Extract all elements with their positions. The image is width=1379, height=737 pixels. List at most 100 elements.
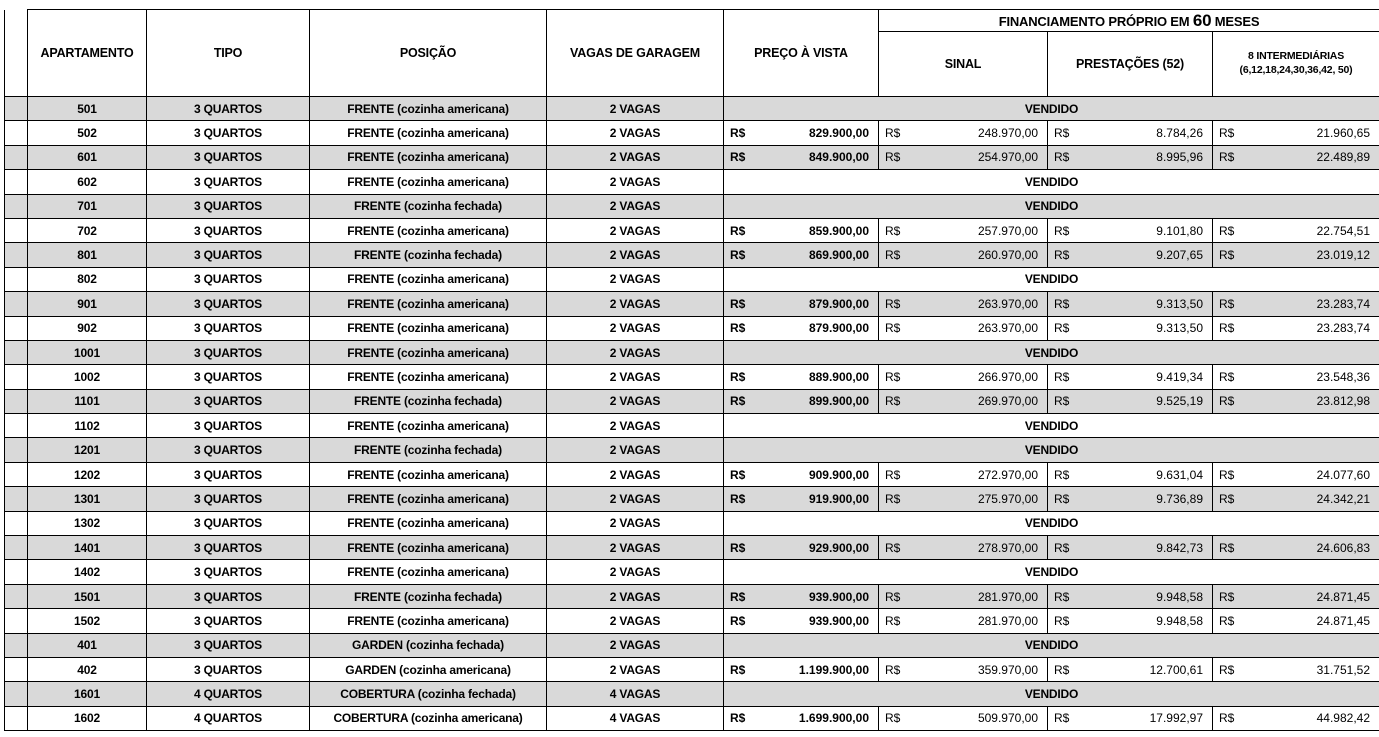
header-posicao: POSIÇÃO (309, 9, 547, 97)
row-gutter-cell (4, 583, 28, 610)
cell-tipo: 3 QUARTOS (146, 291, 310, 317)
cell-intermediarias: R$ 24.077,60 (1211, 461, 1379, 488)
cell-tipo: 3 QUARTOS (146, 608, 310, 634)
cell-tipo: 3 QUARTOS (146, 266, 310, 293)
cell-prestacoes: R$ 9.736,89 (1047, 486, 1213, 512)
amount: 281.970,00 (977, 613, 1038, 628)
cell-posicao: FRENTE (cozinha americana) (309, 535, 547, 561)
cell-apartamento: 402 (27, 656, 147, 683)
currency-symbol: R$ (1219, 662, 1235, 677)
cell-tipo: 3 QUARTOS (146, 535, 310, 561)
cell-tipo: 3 QUARTOS (146, 144, 310, 171)
cell-preco: R$ 939.900,00 (723, 583, 879, 610)
cell-tipo: 4 QUARTOS (146, 705, 310, 732)
currency-symbol: R$ (885, 491, 901, 506)
cell-tipo: 3 QUARTOS (146, 364, 310, 390)
amount: 1.699.900,00 (798, 711, 869, 726)
cell-prestacoes: R$ 8.995,96 (1047, 144, 1213, 171)
amount: 23.548,36 (1316, 369, 1371, 384)
row-gutter-cell (4, 95, 28, 122)
cell-sinal: R$ 275.970,00 (878, 486, 1048, 512)
cell-vagas: 2 VAGAS (546, 559, 724, 585)
amount: 889.900,00 (808, 369, 869, 384)
cell-preco: R$ 879.900,00 (723, 315, 879, 341)
currency-symbol: R$ (1054, 711, 1070, 726)
row-gutter-cell (4, 437, 28, 463)
cell-apartamento: 1401 (27, 535, 147, 561)
cell-tipo: 3 QUARTOS (146, 169, 310, 195)
currency-symbol: R$ (1219, 491, 1235, 506)
cell-vagas: 2 VAGAS (546, 120, 724, 146)
intermediarias-line2: (6,12,18,24,30,36,42, 50) (1239, 64, 1353, 76)
cell-posicao: FRENTE (cozinha americana) (309, 315, 547, 341)
amount: 21.960,65 (1316, 126, 1371, 141)
row-gutter-cell (4, 486, 28, 512)
amount: 24.606,83 (1316, 540, 1371, 555)
currency-symbol: R$ (730, 467, 746, 482)
currency-symbol: R$ (885, 467, 901, 482)
amount: 23.019,12 (1316, 248, 1371, 263)
currency-symbol: R$ (1219, 369, 1235, 384)
cell-vagas: 4 VAGAS (546, 681, 724, 707)
amount: 269.970,00 (977, 394, 1038, 409)
currency-symbol: R$ (885, 540, 901, 555)
row-gutter-cell (4, 608, 28, 634)
cell-posicao: FRENTE (cozinha americana) (309, 95, 547, 122)
cell-apartamento: 1202 (27, 461, 147, 488)
cell-vagas: 2 VAGAS (546, 193, 724, 219)
table-row: 801 3 QUARTOS FRENTE (cozinha fechada) 2 VA… (4, 242, 1379, 268)
cell-sinal: R$ 272.970,00 (878, 461, 1048, 488)
cell-posicao: FRENTE (cozinha americana) (309, 266, 547, 293)
cell-posicao: FRENTE (cozinha fechada) (309, 437, 547, 463)
currency-symbol: R$ (730, 126, 746, 141)
cell-sinal: R$ 269.970,00 (878, 388, 1048, 415)
cell-sinal: R$ 509.970,00 (878, 705, 1048, 732)
header-vagas: VAGAS DE GARAGEM (546, 9, 724, 97)
amount: 44.982,42 (1316, 711, 1371, 726)
cell-posicao: FRENTE (cozinha americana) (309, 364, 547, 390)
spreadsheet: APARTAMENTO TIPO POSIÇÃO VAGAS DE GARAGE… (4, 9, 1379, 732)
row-gutter-cell (4, 242, 28, 268)
cell-apartamento: 1201 (27, 437, 147, 463)
amount: 919.900,00 (808, 491, 869, 506)
amount: 263.970,00 (977, 296, 1038, 311)
amount: 829.900,00 (808, 126, 869, 141)
cell-vendido: VENDIDO (722, 95, 1379, 122)
cell-prestacoes: R$ 12.700,61 (1047, 656, 1213, 683)
cell-vagas: 2 VAGAS (546, 144, 724, 171)
cell-posicao: FRENTE (cozinha americana) (309, 339, 547, 366)
header-row-financing: APARTAMENTO TIPO POSIÇÃO VAGAS DE GARAGE… (4, 9, 1379, 97)
currency-symbol: R$ (1219, 150, 1235, 165)
cell-prestacoes: R$ 17.992,97 (1047, 705, 1213, 732)
table-row: 1001 3 QUARTOS FRENTE (cozinha americana) 2… (4, 339, 1379, 366)
currency-symbol: R$ (885, 711, 901, 726)
amount: 260.970,00 (977, 248, 1038, 263)
cell-vagas: 2 VAGAS (546, 388, 724, 415)
table-row: 1502 3 QUARTOS FRENTE (cozinha americana) 2… (4, 608, 1379, 634)
cell-apartamento: 1501 (27, 583, 147, 610)
cell-apartamento: 1101 (27, 388, 147, 415)
cell-vagas: 2 VAGAS (546, 364, 724, 390)
currency-symbol: R$ (1219, 613, 1235, 628)
cell-intermediarias: R$ 23.812,98 (1211, 388, 1379, 415)
cell-vagas: 2 VAGAS (546, 656, 724, 683)
price-table-body: 501 3 QUARTOS FRENTE (cozinha americana) 2 … (4, 95, 1379, 732)
cell-tipo: 3 QUARTOS (146, 559, 310, 585)
currency-symbol: R$ (1219, 589, 1235, 604)
currency-symbol: R$ (1054, 150, 1070, 165)
cell-apartamento: 1001 (27, 339, 147, 366)
cell-tipo: 3 QUARTOS (146, 437, 310, 463)
table-row: 1302 3 QUARTOS FRENTE (cozinha americana) 2… (4, 510, 1379, 537)
cell-preco: R$ 869.900,00 (723, 242, 879, 268)
cell-apartamento: 1302 (27, 510, 147, 537)
cell-tipo: 3 QUARTOS (146, 583, 310, 610)
cell-posicao: FRENTE (cozinha americana) (309, 144, 547, 171)
table-row: 1102 3 QUARTOS FRENTE (cozinha americana) 2… (4, 413, 1379, 439)
currency-symbol: R$ (730, 296, 746, 311)
amount: 24.077,60 (1316, 467, 1371, 482)
cell-preco: R$ 1.199.900,00 (723, 656, 879, 683)
amount: 9.842,73 (1156, 540, 1203, 555)
currency-symbol: R$ (1219, 126, 1235, 141)
cell-intermediarias: R$ 24.342,21 (1211, 486, 1379, 512)
header-intermediarias: 8 INTERMEDIÁRIAS (6,12,18,24,30,36,42, 5… (1211, 31, 1379, 97)
